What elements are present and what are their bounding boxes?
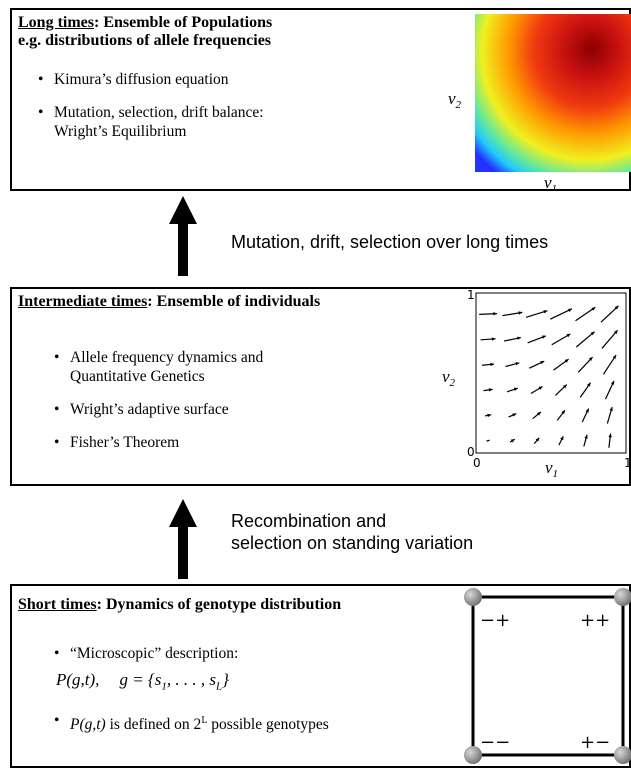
heatmap-field	[475, 14, 631, 172]
vector-arrow-head	[590, 331, 595, 336]
vector-arrow-head	[588, 357, 593, 361]
genotype-square: −+ ++ −− +−	[458, 588, 631, 768]
vector-arrow-head	[487, 413, 492, 418]
vector-arrow-head	[543, 310, 548, 314]
vector-arrow-head	[535, 437, 540, 442]
vector-arrow-head	[560, 436, 564, 441]
corner-label-tl: −+	[480, 610, 510, 631]
long-bullet-kimura: Kimura’s diffusion equation	[38, 70, 264, 89]
intermediate-bullets: Allele frequency dynamics andQuantitativ…	[54, 348, 263, 466]
vector-arrow-head	[515, 362, 520, 366]
vector-arrow-head	[540, 361, 545, 365]
vector-arrow-head	[516, 336, 521, 341]
arrow-up-1	[166, 194, 200, 278]
vector-arrow-head	[538, 386, 543, 390]
arrow2-label: Recombination and selection on standing …	[231, 510, 473, 554]
vector-arrow-head	[541, 335, 546, 339]
heatmap-ylabel: ν2	[448, 89, 462, 111]
intermediate-bullet-dynamics: Allele frequency dynamics andQuantitativ…	[54, 348, 263, 386]
vector-arrow-head	[567, 308, 572, 312]
vector-arrow	[525, 310, 548, 318]
corner-label-tr: ++	[580, 610, 610, 631]
arrow-up-2	[166, 497, 200, 581]
genotype-node-tr	[614, 588, 631, 606]
long-times-bullets: Kimura’s diffusion equation Mutation, se…	[38, 70, 264, 155]
vector-arrow-head	[518, 311, 523, 315]
vector-arrow	[575, 306, 596, 322]
long-times-subtitle: e.g. distributions of allele frequencies	[18, 32, 272, 49]
vector-arrow-head	[566, 333, 571, 338]
short-bullet-genotypes: P(g,t) is defined on 2L possible genotyp…	[54, 711, 329, 734]
short-title-rest: : Dynamics of genotype distribution	[96, 596, 342, 613]
vector-field-ylabel: ν2	[442, 367, 456, 389]
short-title-underlined: Short times	[18, 596, 97, 613]
vector-arrow-head	[490, 362, 495, 367]
long-times-title-rest: : Ensemble of Populations	[94, 14, 273, 31]
vector-arrow-head	[488, 388, 493, 392]
allele-distribution-heatmap: ν2 ν1	[440, 8, 631, 195]
vector-arrow-head	[585, 408, 589, 413]
vector-arrow-head	[493, 312, 498, 316]
genotype-square-frame	[471, 595, 625, 757]
vector-arrow-head	[610, 380, 615, 385]
vector-field-arrows	[479, 305, 619, 448]
vector-arrow	[601, 329, 619, 349]
genotype-node-tl	[464, 588, 482, 606]
vector-arrow-head	[608, 433, 612, 438]
vector-arrow	[549, 308, 573, 320]
vector-arrow-head	[512, 413, 517, 417]
vector-arrow-head	[584, 434, 588, 439]
vector-field-xlabel: ν1	[545, 458, 558, 480]
genotype-node-br	[614, 746, 631, 764]
vector-arrow-head	[564, 359, 569, 363]
vector-arrow-head	[510, 439, 515, 443]
long-times-title: Long times: Ensemble of Populations e.g.…	[18, 14, 272, 50]
tick-y1: 1	[467, 288, 475, 302]
vector-arrow	[551, 333, 571, 346]
short-times-box: Short times: Dynamics of genotype distri…	[10, 584, 631, 768]
intermediate-title-rest: : Ensemble of individuals	[147, 293, 321, 310]
vector-arrow-head	[613, 330, 618, 335]
vector-arrow-head	[536, 411, 541, 416]
vector-arrow-head	[561, 410, 565, 415]
tick-x1: 1	[624, 456, 631, 470]
vector-arrow-head	[562, 384, 567, 389]
corner-label-br: +−	[580, 732, 610, 753]
vector-arrow-head	[612, 355, 617, 359]
vector-arrow-head	[491, 337, 496, 341]
vector-arrow-head	[591, 307, 596, 311]
arrow2-label-line1: Recombination and	[231, 511, 387, 531]
vector-arrow	[600, 305, 619, 323]
vector-field-frame	[475, 292, 627, 454]
corner-label-bl: −−	[480, 732, 510, 753]
short-bullets: “Microscopic” description: P(g,t),g = {s…	[54, 644, 329, 749]
intermediate-bullet-surface: Wright’s adaptive surface	[54, 400, 263, 419]
vector-arrow-head	[587, 382, 591, 387]
short-bullet-microscopic: “Microscopic” description:	[54, 644, 329, 663]
vector-arrow-head	[513, 387, 518, 391]
heatmap-xlabel: ν1	[544, 173, 557, 191]
vector-arrow	[575, 331, 595, 348]
tick-y0: 0	[467, 445, 475, 459]
vector-field-plot: 1 0 0 1 ν2 ν1	[420, 287, 631, 486]
intermediate-bullet-fisher: Fisher’s Theorem	[54, 433, 263, 452]
long-bullet-balance: Mutation, selection, drift balance:Wrigh…	[38, 103, 264, 141]
intermediate-times-title: Intermediate times: Ensemble of individu…	[18, 293, 320, 311]
arrow2-label-line2: selection on standing variation	[231, 533, 474, 553]
short-times-title: Short times: Dynamics of genotype distri…	[18, 596, 341, 614]
long-times-title-underlined: Long times	[18, 14, 94, 31]
vector-arrow-head	[614, 305, 619, 310]
vector-arrow-head	[609, 407, 613, 412]
tick-x0: 0	[473, 456, 481, 470]
genotype-equation: P(g,t), g = {s1, . . . , sL}	[56, 670, 229, 693]
genotype-node-bl	[464, 746, 482, 764]
arrow1-label: Mutation, drift, selection over long tim…	[231, 232, 549, 252]
vector-arrow	[486, 439, 490, 442]
vector-arrow	[602, 354, 617, 375]
intermediate-title-underlined: Intermediate times	[18, 293, 148, 310]
